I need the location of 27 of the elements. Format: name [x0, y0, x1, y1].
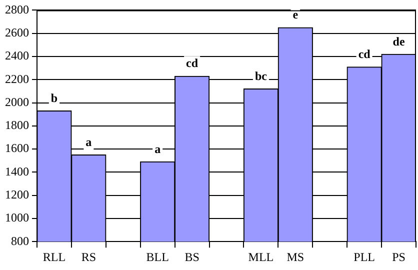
y-tick-label: 1800	[5, 118, 29, 132]
x-tick-label: RLL	[42, 250, 66, 264]
y-tick-label: 1000	[5, 210, 29, 225]
x-tick-label: BS	[184, 250, 200, 264]
y-tick-label: 2000	[5, 94, 29, 109]
x-tick-label: PLL	[354, 250, 375, 264]
y-tick-label: 2400	[5, 48, 29, 63]
y-tick-label: 2200	[5, 72, 29, 86]
x-tick-label: BLL	[146, 250, 169, 264]
y-tick-label: 1600	[5, 141, 29, 156]
y-tick-label: 800	[11, 234, 29, 248]
x-tick-label: PS	[392, 250, 406, 264]
annotation: a	[154, 142, 161, 156]
annotation: cd	[358, 46, 371, 61]
x-tick-label: RS	[81, 250, 96, 264]
y-tick-label: 1400	[5, 164, 29, 178]
x-tick-label: MLL	[248, 250, 274, 264]
y-tick-label: 2600	[5, 25, 29, 40]
annotation: e	[292, 8, 299, 22]
y-tick-label: 1200	[5, 187, 29, 202]
annotation: bc	[254, 68, 268, 83]
y-tick-label: 2800	[5, 2, 29, 16]
x-tick-label: MS	[286, 250, 304, 264]
annotation: b	[50, 90, 58, 105]
annotation: de	[392, 34, 406, 48]
annotation: a	[86, 134, 92, 149]
annotation: cd	[186, 56, 198, 70]
